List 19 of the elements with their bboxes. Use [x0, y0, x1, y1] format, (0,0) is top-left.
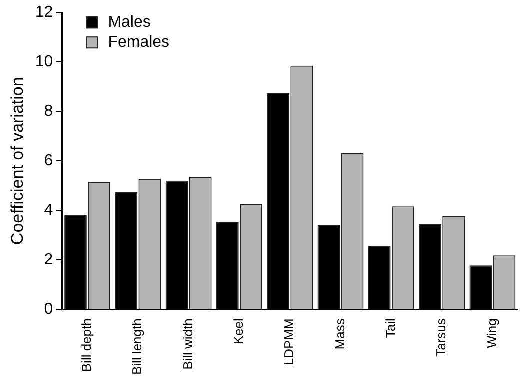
y-tick-label: 0 — [44, 301, 54, 318]
legend-label: Males — [108, 14, 151, 32]
x-tick-label: Bill depth — [79, 318, 94, 372]
y-tick-label: 10 — [35, 54, 54, 71]
y-tick-label: 12 — [35, 4, 54, 22]
x-tick-label: LDPMM — [282, 318, 297, 366]
x-tick-label: Wing — [484, 318, 500, 348]
x-tick-label: Mass — [332, 318, 348, 350]
y-axis-title: Coefficient of variation — [8, 77, 27, 246]
x-tick-label: Tarsus — [434, 318, 449, 357]
y-tick-label: 6 — [44, 152, 54, 170]
legend-label: Females — [108, 34, 170, 52]
x-tick-label: Tail — [382, 318, 398, 338]
y-tick-label: 2 — [44, 252, 54, 269]
y-tick-label: 4 — [44, 202, 54, 220]
x-tick-label: Bill width — [180, 318, 196, 370]
x-tick-label: Keel — [231, 318, 246, 345]
x-tick-label: Bill length — [130, 318, 145, 376]
y-tick-label: 8 — [44, 103, 54, 120]
